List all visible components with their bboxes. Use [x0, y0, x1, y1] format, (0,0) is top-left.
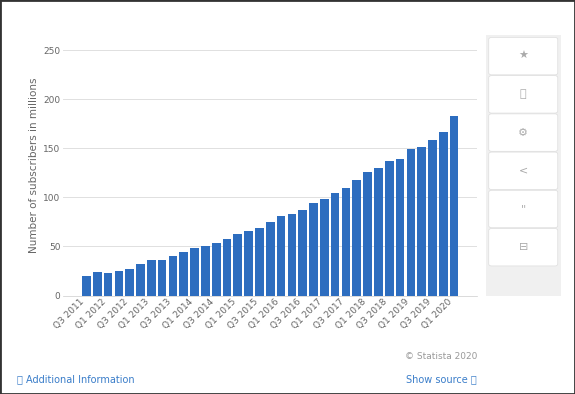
Text: © Statista 2020: © Statista 2020: [405, 351, 477, 361]
Bar: [428, 140, 437, 296]
Bar: [212, 243, 220, 296]
Bar: [298, 210, 307, 296]
Bar: [93, 271, 102, 296]
Bar: [190, 248, 199, 296]
Bar: [385, 161, 393, 296]
Bar: [147, 260, 156, 296]
Bar: [114, 271, 123, 296]
Bar: [374, 168, 383, 296]
Bar: [82, 276, 91, 296]
Bar: [331, 193, 339, 296]
Text: ⓘ Additional Information: ⓘ Additional Information: [17, 374, 135, 384]
Text: ⚙: ⚙: [518, 128, 528, 138]
Text: ★: ★: [518, 51, 528, 61]
Text: 🔔: 🔔: [520, 89, 527, 99]
Bar: [223, 239, 231, 296]
Text: Show source ⓘ: Show source ⓘ: [407, 374, 477, 384]
Bar: [104, 273, 112, 296]
Text: ": ": [520, 204, 526, 214]
Bar: [439, 132, 447, 296]
Text: ⊟: ⊟: [519, 242, 528, 252]
Bar: [320, 199, 329, 296]
Bar: [201, 246, 210, 296]
Bar: [396, 159, 404, 296]
Bar: [233, 234, 242, 296]
Bar: [309, 203, 318, 296]
Bar: [125, 269, 134, 296]
Bar: [352, 180, 361, 296]
Bar: [244, 231, 253, 296]
Bar: [179, 252, 188, 296]
Bar: [342, 188, 350, 296]
Bar: [363, 173, 372, 296]
Bar: [136, 264, 145, 296]
Bar: [450, 116, 458, 296]
Bar: [407, 149, 415, 296]
Text: <: <: [519, 166, 528, 176]
Bar: [288, 214, 296, 296]
Bar: [266, 222, 275, 296]
Bar: [277, 216, 285, 296]
Bar: [158, 260, 166, 296]
Bar: [417, 147, 426, 296]
Bar: [168, 256, 177, 296]
Bar: [255, 228, 264, 296]
Y-axis label: Number of subscribers in millions: Number of subscribers in millions: [29, 78, 39, 253]
